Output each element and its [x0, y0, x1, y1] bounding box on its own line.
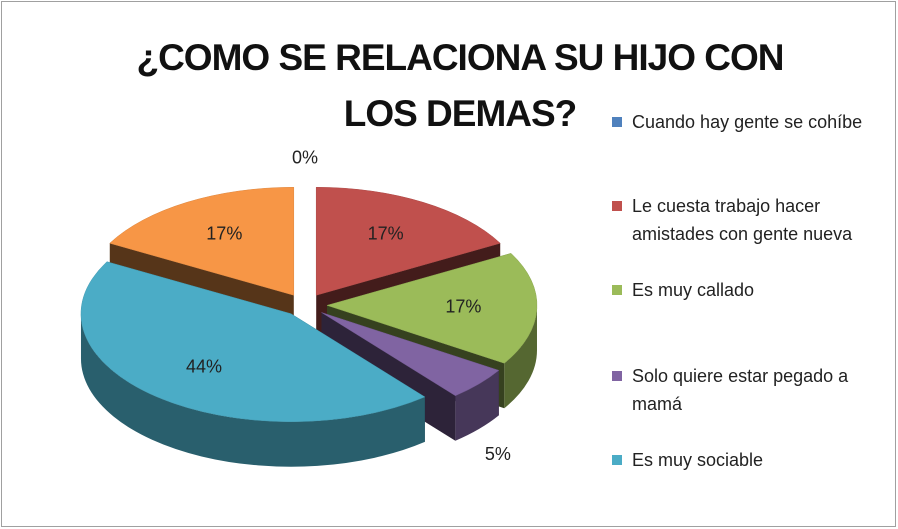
data-label: 44%	[186, 357, 222, 377]
slice-side	[80, 313, 425, 467]
data-label: 17%	[368, 224, 404, 244]
slice-top	[109, 187, 295, 296]
legend-swatch	[612, 371, 622, 381]
slice-side	[504, 305, 537, 409]
data-label: 0%	[292, 147, 318, 167]
legend-entry: Cuando hay gente se cohíbe	[612, 108, 898, 136]
slice-side	[455, 370, 499, 441]
data-label: 17%	[445, 296, 481, 316]
legend-swatch	[612, 117, 622, 127]
legend-entry: Le cuesta trabajo hacer amistades con ge…	[612, 192, 898, 248]
legend-label: Es muy sociable	[632, 450, 764, 470]
legend-swatch	[612, 455, 622, 465]
slice	[80, 261, 426, 467]
legend-label: Solo quiere estar pegado a mamá	[632, 366, 849, 414]
legend-label: Le cuesta trabajo hacer amistades con ge…	[632, 196, 853, 244]
legend-entry: Es muy callado	[612, 276, 898, 304]
legend-swatch	[612, 285, 622, 295]
chart-title: ¿COMO SE RELACIONA SU HIJO CON LOS DEMAS…	[136, 37, 784, 134]
legend-entry: Solo quiere estar pegado a mamá	[612, 362, 898, 418]
slice-top	[80, 261, 426, 422]
slice-top	[321, 312, 500, 396]
slice-top	[315, 187, 501, 296]
legend-label: Es muy callado	[632, 280, 755, 300]
slice-top	[326, 253, 538, 364]
legend-label: Cuando hay gente se cohíbe	[632, 112, 863, 132]
data-label: 5%	[485, 444, 511, 464]
data-label: 17%	[206, 224, 242, 244]
legend-entry: Es muy sociable	[612, 446, 898, 474]
legend-swatch	[612, 201, 622, 211]
